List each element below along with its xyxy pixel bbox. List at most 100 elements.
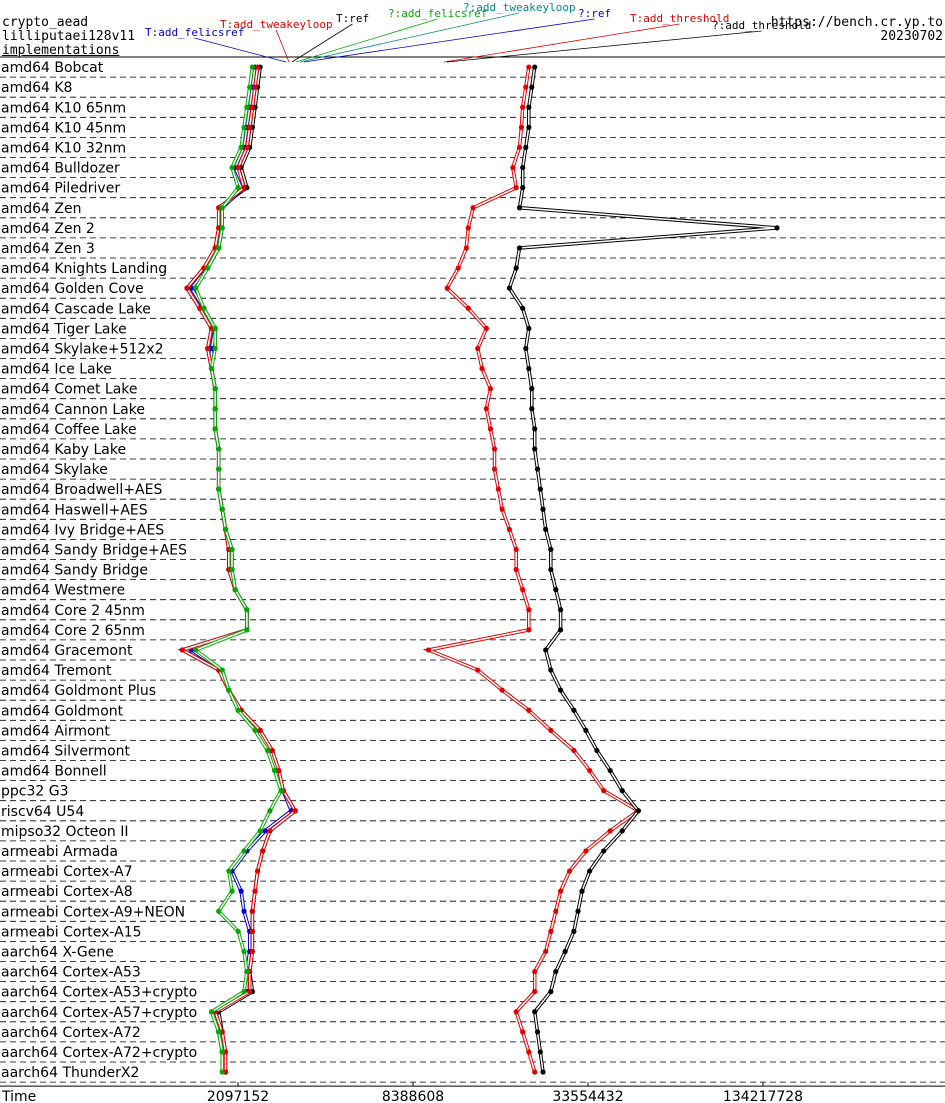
series-point xyxy=(513,546,519,553)
series-point xyxy=(216,446,222,452)
cpu-label: amd64 Silvermont xyxy=(1,743,131,759)
cpu-label: amd64 K10 65nm xyxy=(1,100,126,116)
series-point xyxy=(529,84,535,90)
cpu-label: amd64 Bulldozer xyxy=(1,161,120,177)
legend-label: ?:add_felicsref xyxy=(388,7,487,20)
series-point xyxy=(264,747,271,754)
series-point xyxy=(212,386,218,392)
series-point xyxy=(543,647,549,653)
series-point xyxy=(575,908,581,914)
series-point xyxy=(532,968,538,975)
series-point xyxy=(532,446,538,452)
series-point xyxy=(475,345,481,352)
cpu-label: amd64 Goldmont xyxy=(1,703,124,719)
legend-label: T:ref xyxy=(336,12,369,25)
legend-label: T:add_tweakeyloop xyxy=(220,18,333,31)
cpu-label: amd64 Westmere xyxy=(1,583,125,599)
series-point xyxy=(219,506,225,512)
series-point xyxy=(635,808,641,814)
series-point xyxy=(216,466,222,472)
cpu-label: riscv64 U54 xyxy=(1,804,84,820)
legend-label: T:add_felicsref xyxy=(145,26,244,39)
x-axis: Time 2097152 8388608 33554432 134217728 xyxy=(0,1082,945,1103)
cpu-label: amd64 Zen xyxy=(1,201,81,217)
header-line2: lilliputaei128v11 xyxy=(2,29,136,44)
series-point xyxy=(548,667,554,673)
cpu-label: amd64 Sandy Bridge xyxy=(1,563,148,579)
series-point xyxy=(548,566,554,573)
series-point xyxy=(292,808,298,814)
cpu-label: amd64 Core 2 65nm xyxy=(1,623,145,639)
cpu-label: amd64 K8 xyxy=(1,80,72,96)
series-point xyxy=(526,104,532,110)
cpu-label: amd64 Skylake+512x2 xyxy=(1,341,163,357)
series-point xyxy=(587,767,593,774)
series-point xyxy=(499,506,505,512)
series-outline xyxy=(177,66,298,1072)
series-point xyxy=(548,727,554,733)
series-point xyxy=(249,928,255,934)
legend-label: ?:add_threshold xyxy=(712,19,811,32)
series-point xyxy=(241,908,247,914)
x-tick-label: 2097152 xyxy=(207,1089,269,1103)
x-tick-label: 134217728 xyxy=(723,1089,803,1103)
series-point xyxy=(241,848,247,854)
series-point xyxy=(516,144,523,151)
cpu-label: amd64 Zen 2 xyxy=(1,221,95,237)
series-point xyxy=(491,446,498,452)
series-point xyxy=(212,345,218,352)
series-point xyxy=(562,948,568,955)
cpu-label: amd64 Bobcat xyxy=(1,60,104,76)
legend-leader xyxy=(291,23,353,63)
series-point xyxy=(219,1049,225,1055)
cpu-label: amd64 Golden Cove xyxy=(1,281,144,297)
series-point xyxy=(557,888,564,894)
cpu-label: amd64 Haswell+AES xyxy=(1,502,148,518)
legend-leader xyxy=(446,30,762,63)
series-point xyxy=(571,707,577,713)
series-point xyxy=(216,245,222,251)
series-point xyxy=(241,948,247,955)
series-point xyxy=(548,546,554,553)
header-line3: implementations xyxy=(2,43,120,58)
series-point xyxy=(226,868,232,874)
cpu-label: mipso32 Octeon II xyxy=(1,824,129,840)
cpu-label: aarch64 X-Gene xyxy=(1,944,114,960)
series-point xyxy=(520,1029,526,1035)
series-point xyxy=(229,164,235,171)
x-tick-label: 33554432 xyxy=(552,1089,623,1103)
series-point xyxy=(532,426,538,432)
legend-leader xyxy=(194,37,287,63)
series-point xyxy=(267,828,273,834)
series-point xyxy=(491,466,498,472)
series-point xyxy=(774,225,780,231)
series-point xyxy=(212,325,218,331)
series-point xyxy=(463,245,469,251)
series-point xyxy=(235,928,241,934)
series-outline xyxy=(177,66,298,1072)
series-point xyxy=(532,64,538,70)
series-point xyxy=(479,365,485,372)
series-point xyxy=(513,265,519,271)
series-point xyxy=(193,285,199,291)
series-point xyxy=(532,1009,538,1015)
series-point xyxy=(583,848,589,854)
series-point xyxy=(226,687,232,693)
series-point xyxy=(426,647,432,653)
series-point xyxy=(260,848,266,854)
series-point xyxy=(257,828,263,834)
cpu-label: amd64 Tiger Lake xyxy=(1,321,127,337)
cpu-label: aarch64 ThunderX2 xyxy=(1,1065,139,1081)
series-point xyxy=(241,185,247,191)
series-point xyxy=(607,828,613,834)
header-url: https://bench.cr.yp.to xyxy=(770,15,943,30)
series-point xyxy=(516,205,523,211)
cpu-label: amd64 Zen 3 xyxy=(1,241,95,257)
cpu-label: amd64 Piledriver xyxy=(1,181,120,197)
series-point xyxy=(179,647,185,653)
series-point xyxy=(499,687,505,693)
series-point xyxy=(465,225,471,231)
cpu-label: armeabi Cortex-A9+NEON xyxy=(1,904,185,920)
series-point xyxy=(235,185,241,191)
series-point xyxy=(249,104,255,110)
